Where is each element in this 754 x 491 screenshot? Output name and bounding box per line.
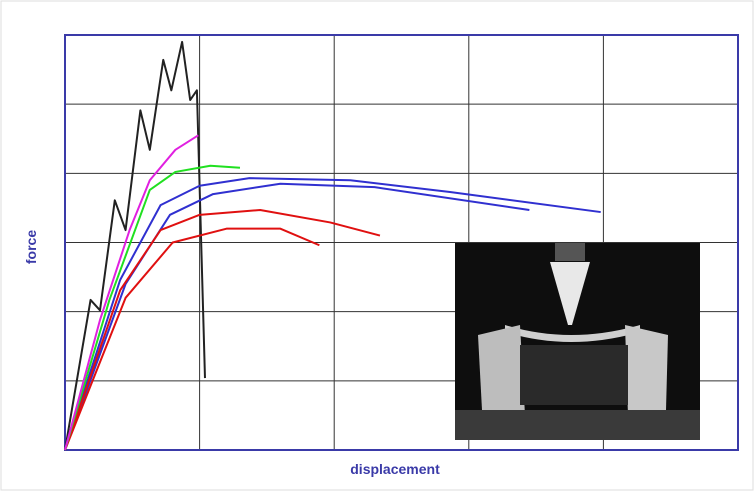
curve [64,40,206,451]
curve [64,134,199,451]
specimen-photo [455,243,700,440]
curve [64,164,241,451]
curve [64,177,601,451]
y-axis-label: force [23,230,39,264]
plot-frame [64,34,739,451]
curve [64,182,530,451]
x-axis-label: displacement [350,461,440,477]
curve [64,227,320,451]
curve [64,208,381,451]
